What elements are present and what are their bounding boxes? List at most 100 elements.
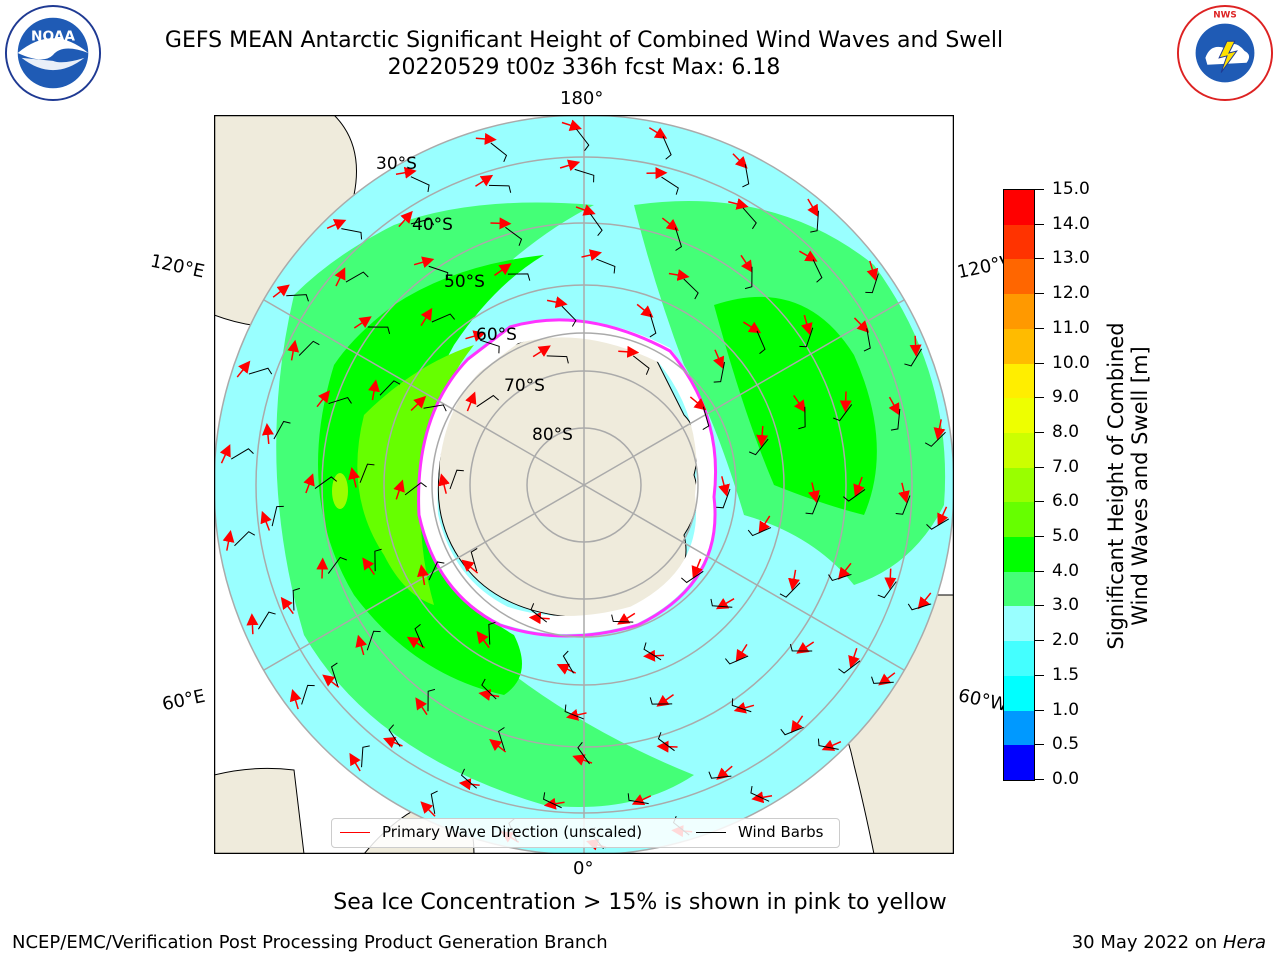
wind-barb bbox=[596, 258, 616, 274]
wind-barb bbox=[546, 355, 569, 364]
wind-barb bbox=[234, 531, 256, 547]
colorbar-tick bbox=[1034, 293, 1044, 295]
wave-direction-arrow bbox=[837, 562, 852, 580]
wind-barb bbox=[744, 266, 753, 290]
wave-direction-arrow bbox=[413, 256, 435, 269]
wave-direction-arrow bbox=[334, 267, 346, 287]
colorbar-segment bbox=[1004, 537, 1034, 573]
wind-barb bbox=[865, 273, 879, 294]
noaa-logo: NOAA bbox=[4, 4, 102, 102]
wave-direction-arrow bbox=[668, 269, 690, 281]
wind-barb bbox=[805, 495, 821, 515]
wave-direction-arrow bbox=[559, 159, 581, 172]
wind-barb bbox=[576, 128, 590, 151]
colorbar-segment bbox=[1004, 294, 1034, 330]
chart-title: GEFS MEAN Antarctic Significant Height o… bbox=[164, 28, 1004, 53]
legend-barb-label: Wind Barbs bbox=[738, 823, 824, 841]
lat-label-60s: 60°S bbox=[476, 325, 517, 345]
wind-barb bbox=[330, 662, 339, 686]
wind-barb bbox=[431, 313, 456, 323]
wave-direction-arrow bbox=[475, 174, 494, 187]
wave-direction-arrow bbox=[648, 127, 668, 139]
wind-barb bbox=[817, 738, 839, 750]
wind-barb bbox=[577, 741, 590, 765]
wave-direction-arrow bbox=[618, 345, 640, 358]
wave-direction-arrow bbox=[853, 476, 865, 497]
wind-barb bbox=[359, 463, 375, 483]
lon-label-180: 180° bbox=[560, 88, 604, 109]
wave-direction-arrow bbox=[420, 307, 433, 326]
colorbar-tick bbox=[1034, 431, 1044, 433]
colorbar-segment bbox=[1004, 710, 1034, 746]
wind-barb bbox=[507, 273, 531, 281]
colorbar-segment bbox=[1004, 259, 1034, 295]
wind-barb bbox=[314, 476, 338, 489]
legend-item-wave: Primary Wave Direction (unscaled) bbox=[340, 823, 642, 841]
wave-direction-arrow bbox=[410, 395, 427, 412]
colorbar-tick-label: 10.0 bbox=[1052, 352, 1090, 373]
colorbar-segment bbox=[1004, 398, 1034, 434]
wave-direction-arrow bbox=[732, 153, 748, 169]
colorbar-segment bbox=[1004, 224, 1034, 260]
wind-barb bbox=[286, 294, 309, 302]
wind-barb bbox=[292, 587, 300, 611]
sea-ice-edge bbox=[417, 318, 718, 638]
wind-barb bbox=[488, 621, 496, 645]
colorbar-segment bbox=[1004, 675, 1034, 712]
colorbar-tick-label: 13.0 bbox=[1052, 248, 1090, 269]
wave-direction-arrow bbox=[316, 390, 331, 408]
lon-label-120e: 120°E bbox=[148, 250, 207, 283]
colorbar-segment bbox=[1004, 432, 1034, 469]
wave-direction-arrow bbox=[465, 330, 486, 342]
wave-direction-arrow bbox=[489, 738, 507, 753]
wind-barb bbox=[742, 207, 757, 230]
footer-date-text: 30 May 2022 on bbox=[1071, 932, 1223, 953]
wave-direction-arrow bbox=[349, 752, 361, 772]
wind-barb bbox=[731, 698, 752, 713]
wind-barb bbox=[505, 226, 523, 246]
wind-barb bbox=[833, 404, 853, 422]
wave-direction-arrow bbox=[355, 634, 368, 656]
wind-barb bbox=[561, 305, 577, 327]
wind-barb bbox=[379, 380, 401, 396]
wave-direction-arrow bbox=[287, 339, 300, 361]
colorbar-tick-label: 0.5 bbox=[1052, 734, 1080, 755]
wind-barb bbox=[742, 164, 750, 188]
colorbar-tick-label: 9.0 bbox=[1052, 387, 1080, 408]
wind-barb bbox=[710, 598, 733, 608]
wave-direction-arrow bbox=[798, 250, 818, 262]
nws-logo: NWS bbox=[1176, 4, 1274, 102]
colorbar-tick-label: 15.0 bbox=[1052, 179, 1090, 199]
wave-direction-arrow bbox=[751, 791, 773, 804]
wave-direction-arrow bbox=[222, 529, 235, 551]
wind-barb bbox=[430, 790, 438, 814]
wind-barb bbox=[367, 326, 391, 335]
wave-direction-arrow bbox=[821, 739, 842, 751]
colorbar-tick bbox=[1034, 709, 1044, 711]
wind-barb bbox=[649, 697, 673, 705]
wave-direction-arrow bbox=[575, 204, 596, 216]
wave-direction-arrow bbox=[728, 198, 749, 210]
wind-barb bbox=[460, 768, 478, 789]
wind-barb bbox=[564, 704, 584, 720]
wind-barb bbox=[863, 328, 871, 352]
wave-direction-arrow bbox=[417, 564, 429, 586]
wave-direction-arrow bbox=[458, 778, 480, 791]
wind-barb bbox=[423, 404, 447, 412]
wave-direction-arrow bbox=[353, 316, 372, 329]
colorbar-title-line2: Wind Waves and Swell [m] bbox=[1128, 346, 1152, 626]
wind-barb bbox=[750, 785, 770, 802]
wind-barb bbox=[427, 688, 436, 712]
wave-direction-arrow bbox=[807, 198, 819, 218]
wave-direction-arrow bbox=[393, 479, 405, 500]
wind-barb bbox=[871, 676, 894, 684]
lon-label-0: 0° bbox=[573, 858, 594, 879]
wave-direction-arrow bbox=[691, 558, 703, 579]
wind-barb bbox=[683, 278, 699, 300]
colorbar-tick bbox=[1034, 397, 1044, 399]
wind-barb bbox=[301, 684, 315, 705]
colorbar-tick bbox=[1034, 501, 1044, 503]
wave-direction-arrow bbox=[490, 217, 512, 230]
graticule bbox=[214, 115, 954, 854]
wind-barb bbox=[657, 732, 675, 752]
